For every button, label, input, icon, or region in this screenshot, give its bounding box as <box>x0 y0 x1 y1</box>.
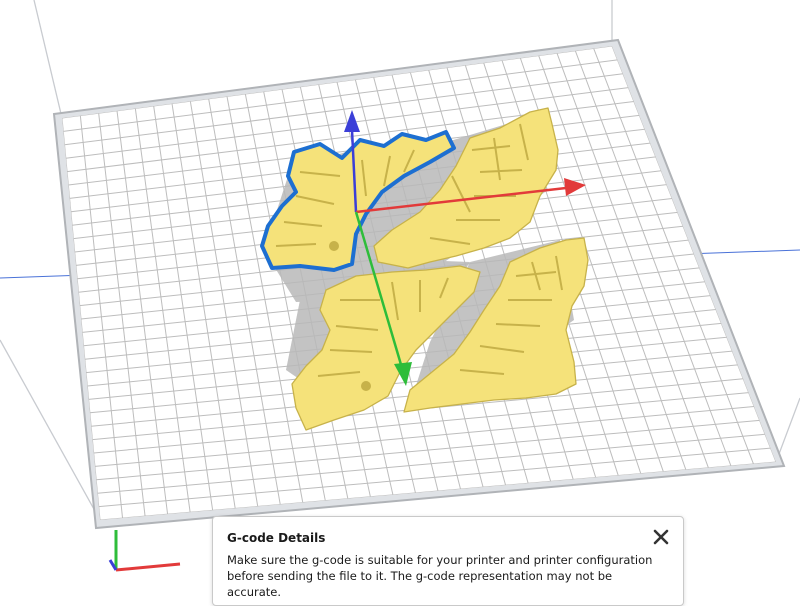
close-icon[interactable] <box>651 527 671 547</box>
gcode-details-toast: G-code Details Make sure the g-code is s… <box>212 516 684 606</box>
toast-message: Make sure the g-code is suitable for you… <box>227 553 653 599</box>
move-gizmo-z-arrow-icon[interactable] <box>344 110 360 132</box>
toast-title: G-code Details <box>227 531 326 545</box>
model-bottom-right[interactable] <box>403 237 589 413</box>
printed-models[interactable] <box>260 107 589 431</box>
origin-axes-icon <box>108 530 181 572</box>
move-gizmo[interactable] <box>344 110 586 386</box>
build-volume-frame <box>0 0 800 521</box>
model-selected[interactable] <box>260 130 456 272</box>
model-bottom-left[interactable] <box>291 265 481 431</box>
move-gizmo-x-arrow-icon[interactable] <box>564 178 586 196</box>
model-top-right[interactable] <box>373 107 559 269</box>
move-gizmo-y-arrow-icon[interactable] <box>394 362 412 386</box>
